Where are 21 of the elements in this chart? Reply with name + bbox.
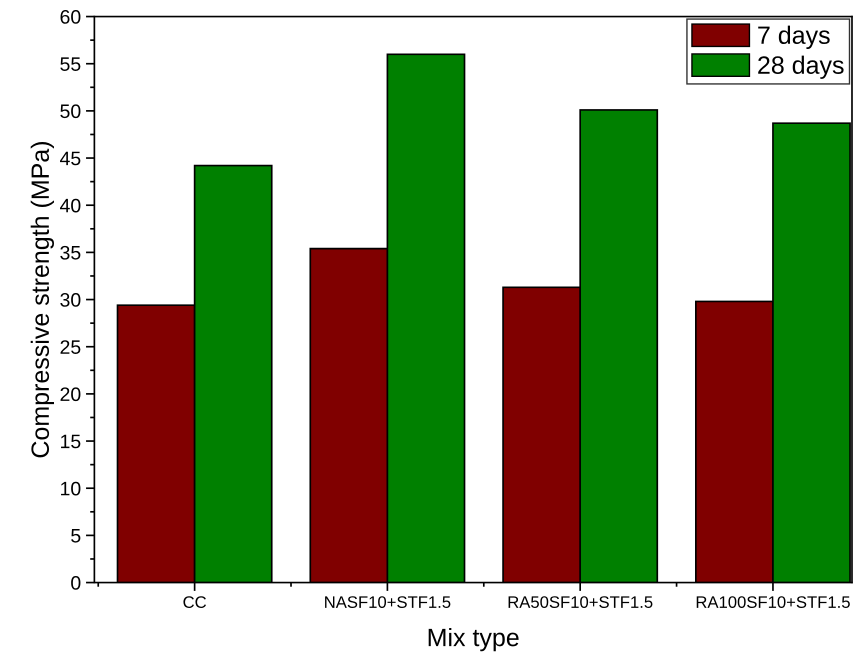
y-tick-label: 5	[71, 529, 80, 543]
x-tick-label: NASF10+STF1.5	[325, 596, 450, 608]
y-tick-label: 55	[60, 57, 80, 71]
y-tick-label: 10	[61, 482, 80, 496]
y-tick-label: 25	[60, 340, 80, 354]
y-tick-label: 0	[71, 576, 80, 590]
y-tick-label: 15	[61, 434, 80, 448]
legend-label: 7 days	[758, 26, 830, 49]
y-tick-label: 45	[60, 152, 80, 166]
y-tick-label: 60	[60, 10, 80, 24]
x-tick-label: RA50SF10+STF1.5	[508, 596, 652, 608]
x-tick-label: RA100SF10+STF1.5	[696, 596, 850, 608]
y-tick-label: 20	[60, 387, 80, 402]
x-axis-title: Mix type	[428, 628, 519, 652]
y-tick-label: 35	[60, 246, 80, 260]
legend-label: 28 days	[758, 56, 844, 79]
x-tick-label: CC	[183, 596, 206, 608]
y-tick-label: 40	[60, 198, 80, 212]
y-tick-label: 50	[60, 104, 80, 118]
y-tick-label: 30	[60, 293, 80, 307]
y-axis-title: Compressive strength (MPa)	[30, 142, 54, 458]
